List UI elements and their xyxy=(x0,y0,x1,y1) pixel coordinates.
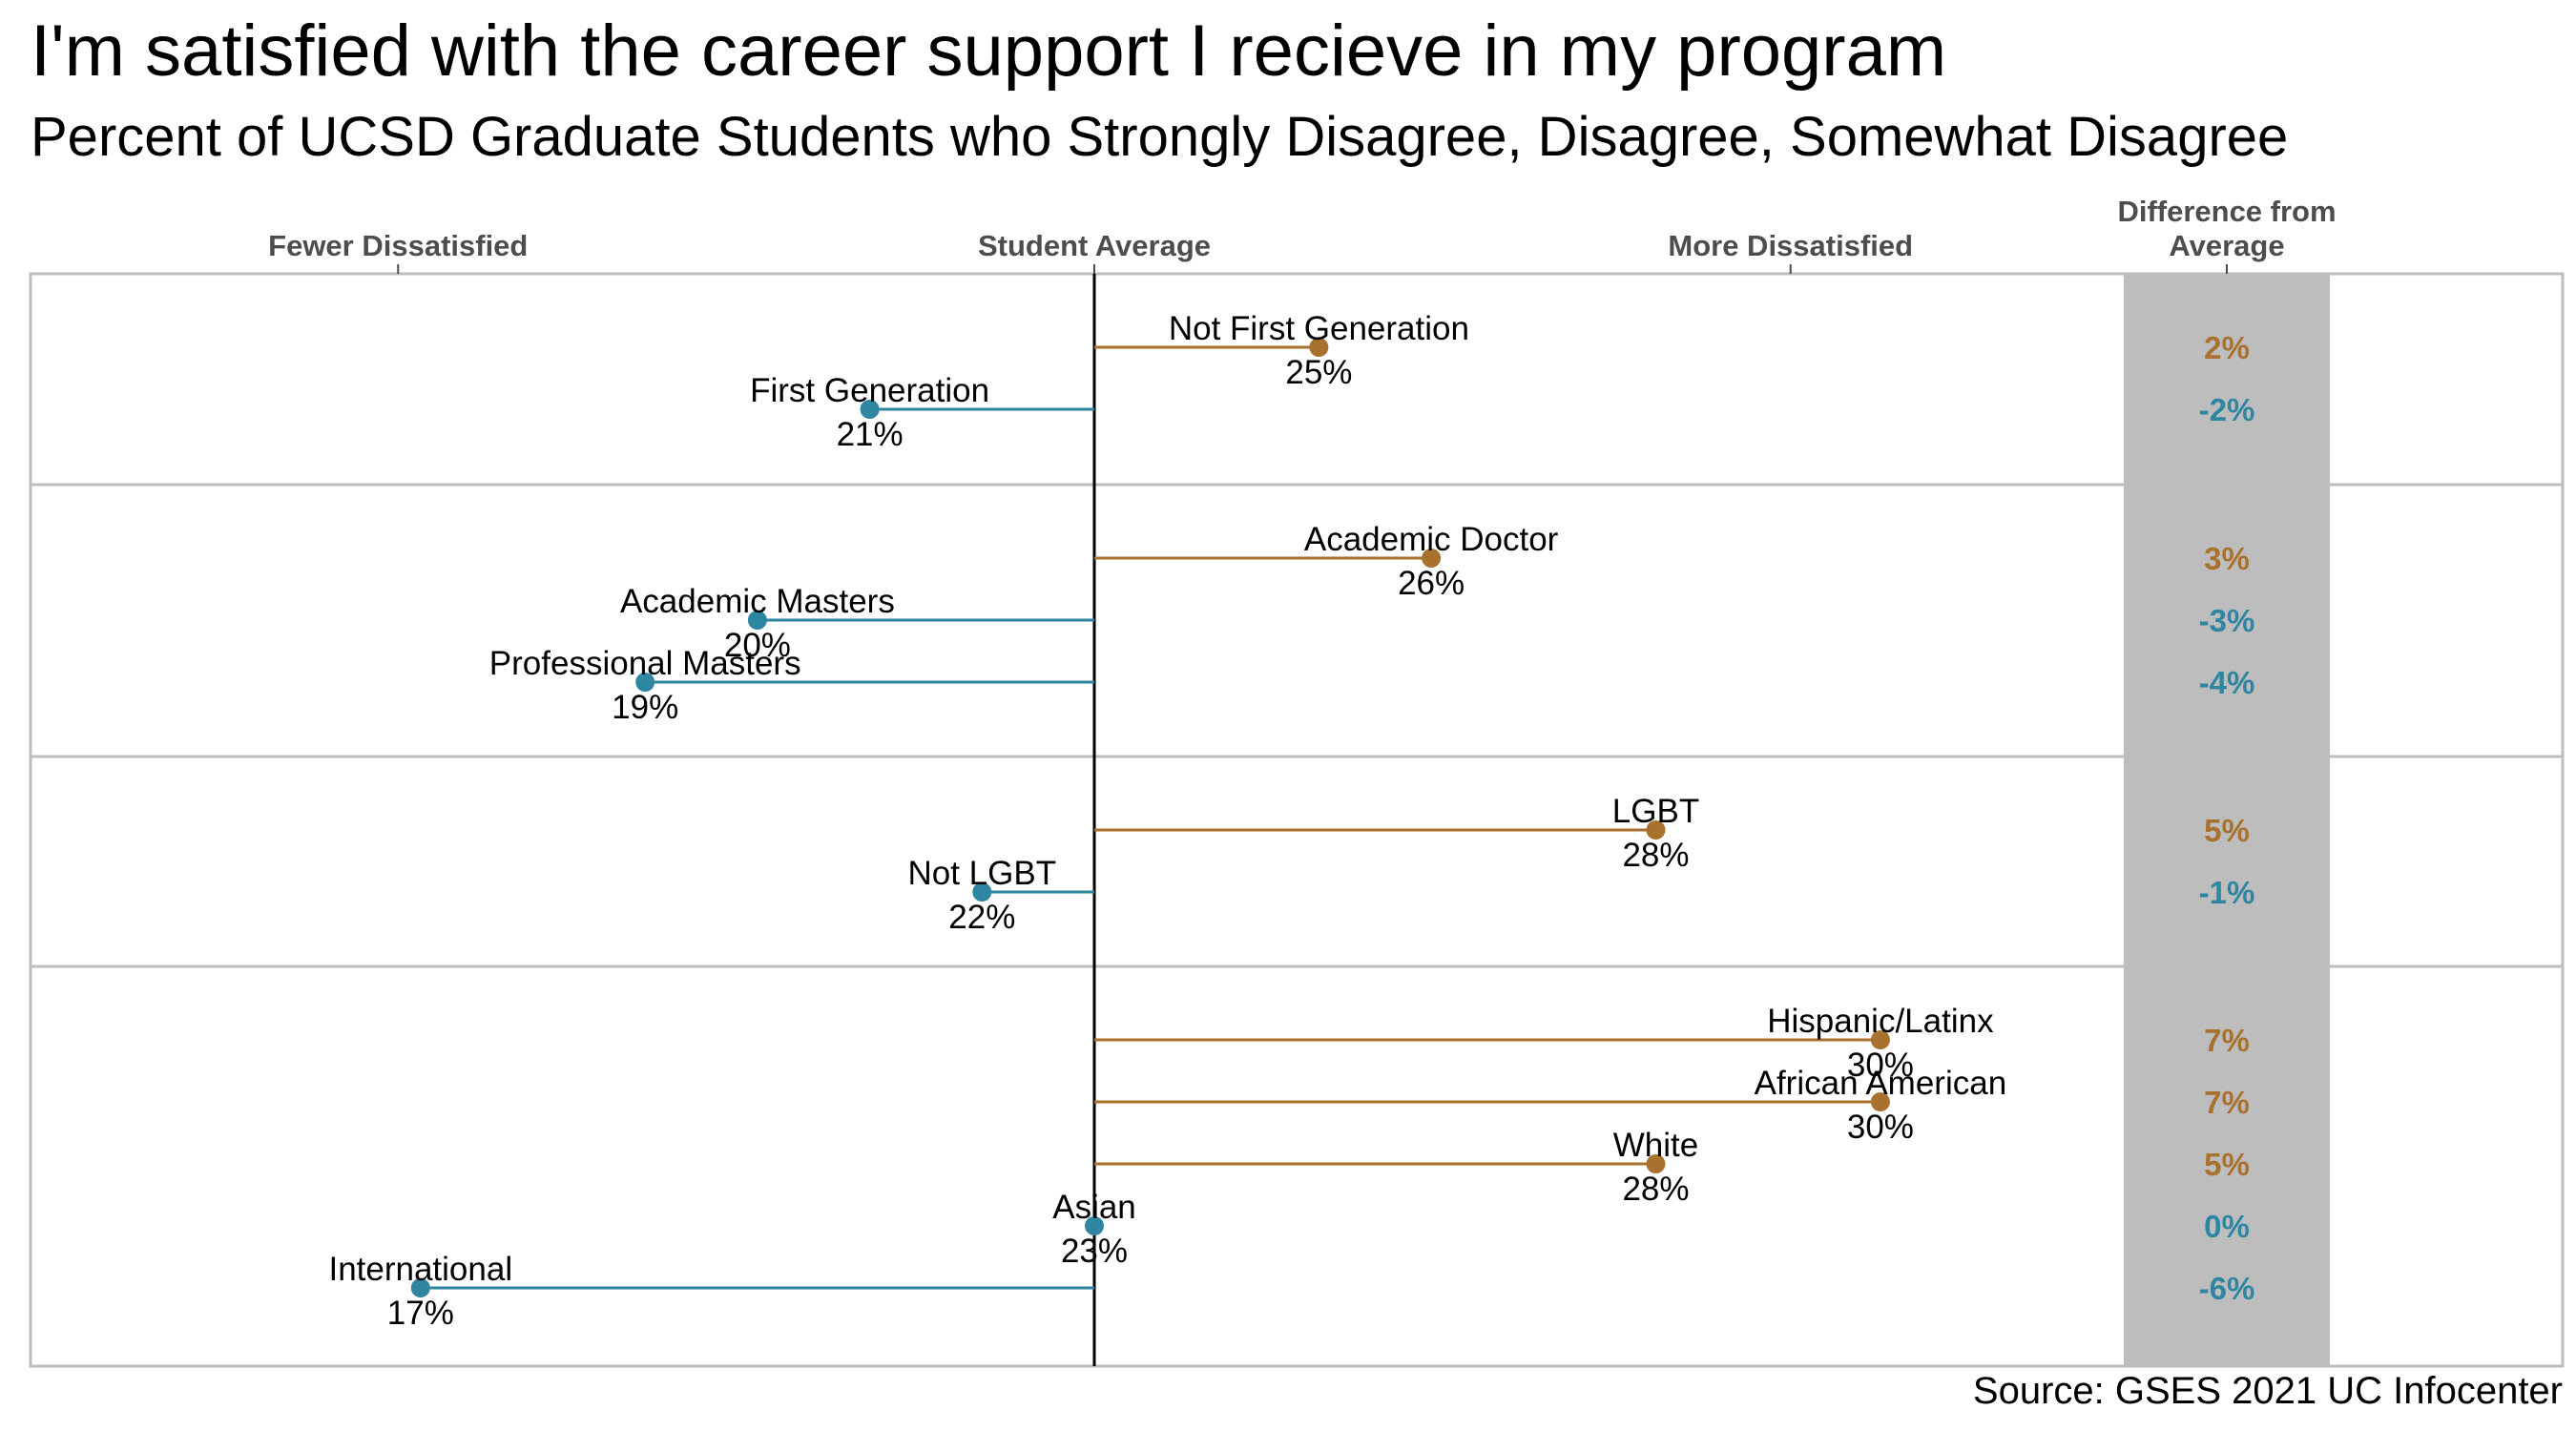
diff-value-label: 7% xyxy=(2204,1023,2250,1058)
point-value-label: 28% xyxy=(1622,1171,1689,1208)
axis-label-more: More Dissatisfied xyxy=(1668,229,1913,262)
diff-header-line2: Average xyxy=(2169,229,2284,262)
axis-label-fewer: Fewer Dissatisfied xyxy=(268,229,528,262)
diff-value-label: 5% xyxy=(2204,1147,2250,1182)
point-value-label: 26% xyxy=(1398,565,1465,602)
diff-value-label: 3% xyxy=(2204,541,2250,576)
diff-header-line1: Difference from xyxy=(2117,195,2336,228)
diff-column-band xyxy=(2124,274,2330,1366)
point-label: International xyxy=(328,1251,512,1288)
diff-value-label: -3% xyxy=(2199,603,2255,638)
point-value-label: 17% xyxy=(387,1295,454,1332)
point-label: Not LGBT xyxy=(907,855,1056,892)
point-label: Hispanic/Latinx xyxy=(1767,1003,1994,1040)
point-label: Asian xyxy=(1052,1189,1136,1226)
point-label: LGBT xyxy=(1612,793,1699,830)
point-value-label: 30% xyxy=(1847,1047,1914,1084)
point-value-label: 20% xyxy=(724,627,791,664)
diff-value-label: 7% xyxy=(2204,1085,2250,1120)
point-value-label: 22% xyxy=(948,899,1015,936)
point-value-label: 21% xyxy=(837,416,904,453)
point-value-label: 25% xyxy=(1285,354,1352,391)
lollipop-point xyxy=(635,673,655,692)
lollipop-point xyxy=(1870,1092,1890,1111)
group-panel-4 xyxy=(29,964,2565,1368)
point-label: Professional Masters xyxy=(489,645,801,682)
lollipop-point xyxy=(747,611,767,630)
point-label: First Generation xyxy=(750,372,989,409)
lollipop-point xyxy=(1870,1030,1890,1049)
point-label: Academic Doctor xyxy=(1304,521,1559,558)
lollipop-point xyxy=(1646,820,1666,840)
source-note: Source: GSES 2021 UC Infocenter xyxy=(1972,1370,2563,1412)
diff-value-label: -4% xyxy=(2199,665,2255,700)
lollipop-point xyxy=(1422,549,1442,568)
axis-label-average: Student Average xyxy=(978,229,1211,262)
diff-value-label: -2% xyxy=(2199,392,2255,427)
lollipop-point xyxy=(410,1278,430,1297)
point-label: White xyxy=(1613,1127,1698,1164)
lollipop-point xyxy=(1085,1216,1104,1235)
point-value-label: 28% xyxy=(1622,837,1689,874)
diff-value-label: 2% xyxy=(2204,330,2250,365)
chart-title: I'm satisfied with the career support I … xyxy=(31,10,1947,92)
point-value-label: 30% xyxy=(1847,1109,1914,1146)
lollipop-point xyxy=(860,400,880,419)
point-value-label: 19% xyxy=(612,689,678,726)
point-value-label: 23% xyxy=(1061,1233,1128,1270)
lollipop-point xyxy=(1646,1154,1666,1173)
lollipop-point xyxy=(972,882,992,902)
diff-value-label: 5% xyxy=(2204,813,2250,848)
diff-value-label: -1% xyxy=(2199,875,2255,910)
point-label: Academic Masters xyxy=(620,583,895,620)
point-label: Not First Generation xyxy=(1169,310,1469,347)
diff-value-label: 0% xyxy=(2204,1209,2250,1244)
point-label: African American xyxy=(1755,1065,2007,1102)
diff-value-label: -6% xyxy=(2199,1271,2255,1306)
lollipop-point xyxy=(1309,338,1329,357)
chart-subtitle: Percent of UCSD Graduate Students who St… xyxy=(31,106,2289,168)
